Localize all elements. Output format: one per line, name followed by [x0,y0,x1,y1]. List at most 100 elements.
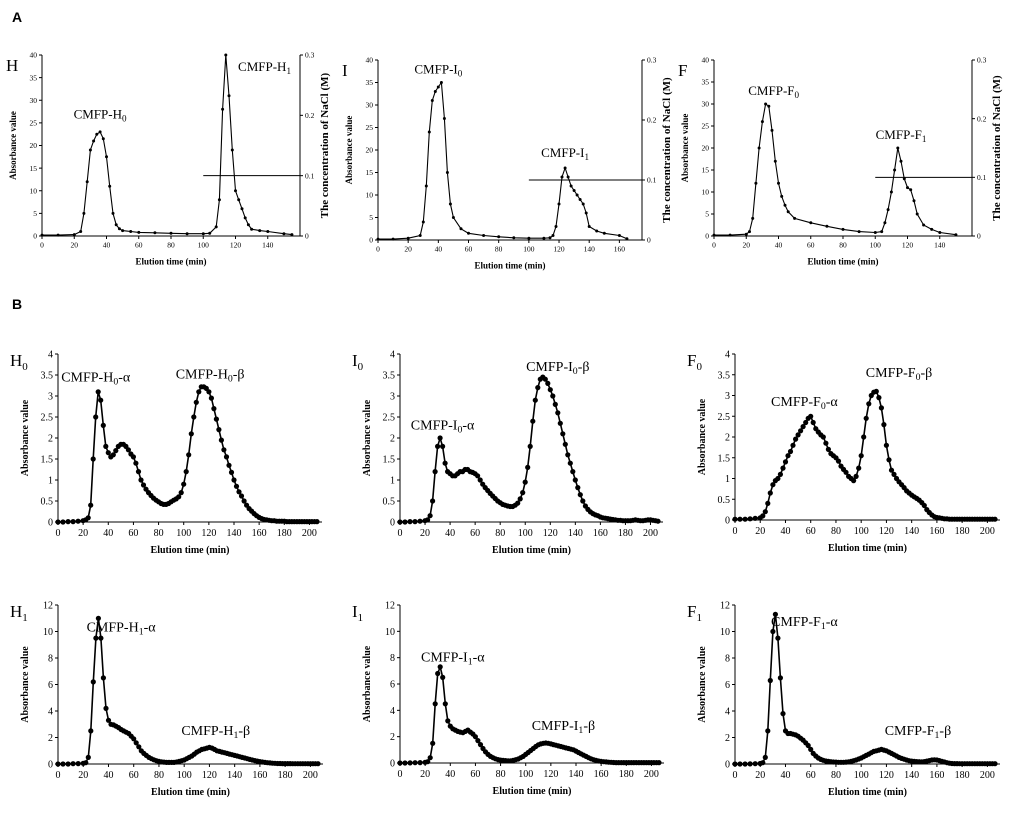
data-point [90,679,96,685]
x-tick-label: 20 [404,245,412,254]
data-point [226,462,232,468]
x-tick-label: 120 [543,528,558,539]
peak-annotation: CMFP-H1-β [181,724,250,741]
data-point [808,746,814,753]
x-tick-label: 20 [755,526,765,537]
peak-annotation-subscript: 0 [795,90,800,100]
data-point [656,760,662,766]
x-tick-label: 200 [644,769,659,780]
x-tick-label: 200 [980,526,995,537]
data-point [105,155,108,159]
peak-annotation: CMFP-H1 [238,59,291,76]
x-tick-label: 100 [198,241,210,250]
peak-annotation-base: CMFP-F [876,127,922,142]
peak-annotation-base: CMFP-F [771,615,821,630]
data-point [228,469,235,475]
data-point [595,229,599,233]
x-tick-label: 80 [495,245,503,254]
data-point [712,233,716,237]
y-tick-label: 3 [725,391,730,402]
y-axis-title: Absorbance value [20,646,31,723]
peak-annotation-subscript: 0 [916,372,921,383]
data-point [282,232,286,236]
y-tick-label: 4 [390,706,395,717]
data-point [793,436,799,442]
data-point [535,385,541,391]
x-tick-label: 160 [929,770,944,781]
data-point [93,635,99,641]
data-point [909,188,913,192]
y-tick-label: 2 [48,733,53,744]
y-tick-label: 6 [725,680,730,691]
y2-axis-title: The concentration of NaCl (M) [991,75,1003,221]
data-point [92,139,96,143]
data-point [893,168,897,172]
x-tick-label: 0 [40,241,44,250]
x-tick-label: 200 [643,528,658,539]
x-tick-label: 140 [569,769,584,780]
data-point [475,473,481,479]
peak-annotation-suffix: -α [473,651,486,666]
data-point [530,418,536,424]
data-point [407,519,413,525]
x-tick-label: 160 [593,528,608,539]
peak-annotation: CMFP-I1-α [421,651,485,668]
x-tick-label: 140 [568,528,583,539]
data-point [542,236,546,240]
peak-annotation-base: CMFP-F [771,395,821,410]
data-point [75,518,81,524]
data-point [95,615,101,621]
y-tick-label: 0 [48,760,53,771]
data-point [780,711,786,717]
data-point [103,443,109,449]
y-tick-label: 1 [390,476,395,487]
data-point [421,220,425,224]
data-point [176,494,182,500]
data-point [98,397,104,403]
data-point [234,189,237,193]
data-point [391,237,395,241]
data-point [744,232,748,236]
data-point [237,198,241,202]
data-point [517,496,523,502]
data-point [752,515,758,521]
data-point [186,452,192,458]
data-point [136,744,142,750]
peak-annotation-suffix: -α [118,370,131,385]
y-tick-label: 1.5 [718,453,731,464]
peak-annotation-subscript: 0 [228,373,233,384]
data-point [557,202,561,206]
y-tick-label: 3.5 [41,371,54,382]
y-tick-label: 8 [390,653,395,664]
x-tick-label: 60 [806,526,816,537]
y-tick-label: 0 [33,232,37,241]
data-point [290,233,294,237]
y-axis-title: Absorbance value [697,398,708,475]
data-point [93,414,99,420]
data-point [435,670,441,677]
y-tick-label: 2 [725,733,730,744]
panel-label-a: A [12,9,22,25]
y2-tick-label: 0.3 [977,56,987,65]
x-tick-label: 160 [252,770,267,781]
peak-annotation-suffix: -β [578,360,590,375]
data-point [435,443,441,449]
data-point [439,81,443,84]
y-tick-label: 8 [48,654,53,665]
data-point [442,117,446,120]
data-point [532,397,538,403]
y-tick-label: 10 [30,186,38,195]
data-point [851,478,857,484]
y-tick-label: 1.5 [41,455,54,466]
series-line [42,54,292,236]
peak-annotation: CMFP-H0-β [176,367,245,384]
data-point [886,208,890,212]
y-tick-label: 3.5 [718,370,731,381]
y-axis-title: Absorbance value [8,111,18,180]
peak-annotation-subscript: 1 [821,621,826,632]
x-tick-label: 120 [230,241,242,250]
peak-annotation-base: CMFP-I [541,145,584,160]
y2-tick-label: 0.1 [647,176,657,185]
data-point [787,448,794,455]
data-point [878,405,885,411]
